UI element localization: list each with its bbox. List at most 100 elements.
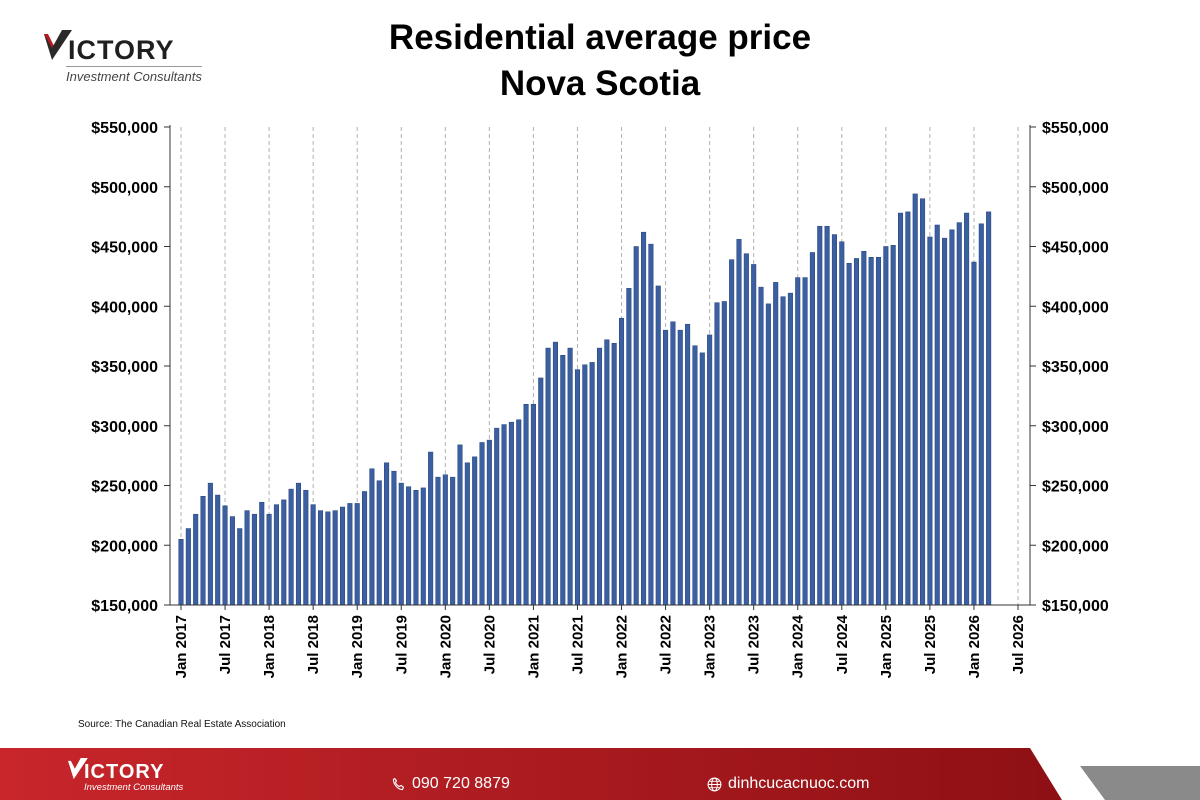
bar bbox=[523, 403, 529, 606]
contact-website[interactable]: dinhcucacnuoc.com bbox=[706, 775, 869, 793]
bar bbox=[648, 243, 654, 606]
bar bbox=[310, 504, 316, 606]
bar bbox=[736, 239, 742, 606]
brand-logo: ICTORY Investment Consultants bbox=[30, 30, 202, 84]
bar bbox=[501, 424, 507, 606]
y-axis-left: $150,000 $200,000 $250,000 $300,000 $350,000… bbox=[91, 120, 170, 615]
bar bbox=[259, 501, 265, 606]
bar bbox=[743, 253, 749, 606]
footer-logo: ICTORY Investment Consultants bbox=[58, 758, 183, 793]
x-tick-label: Jan 2023 bbox=[702, 615, 719, 678]
bar bbox=[266, 513, 272, 606]
y-tick-label: $250,000 bbox=[91, 479, 158, 496]
x-tick-label: Jan 2026 bbox=[966, 615, 983, 678]
bar bbox=[670, 321, 676, 606]
bar bbox=[384, 462, 390, 606]
x-tick-label: Jul 2019 bbox=[393, 615, 410, 674]
bar bbox=[457, 444, 463, 606]
y-tick-label: $200,000 bbox=[91, 538, 158, 555]
bar bbox=[714, 302, 720, 606]
bar bbox=[369, 468, 375, 606]
x-tick-label: Jan 2025 bbox=[878, 615, 895, 678]
bar bbox=[773, 282, 779, 606]
bar bbox=[809, 252, 815, 606]
footer-logo-v-mark-icon bbox=[58, 758, 88, 780]
bar bbox=[942, 237, 948, 606]
x-tick-label: Jan 2018 bbox=[261, 615, 278, 678]
website-url: dinhcucacnuoc.com bbox=[728, 775, 870, 792]
bar bbox=[677, 329, 683, 606]
bar bbox=[795, 277, 801, 606]
bar bbox=[956, 222, 962, 606]
bar bbox=[663, 329, 669, 606]
bar bbox=[905, 211, 911, 606]
bar bbox=[251, 513, 257, 606]
x-tick-label: Jan 2021 bbox=[525, 615, 542, 678]
bar bbox=[839, 241, 845, 606]
x-tick-label: Jul 2024 bbox=[834, 614, 851, 674]
x-tick-label: Jul 2020 bbox=[481, 615, 498, 674]
bar bbox=[185, 528, 191, 606]
bar bbox=[831, 234, 837, 606]
bar bbox=[567, 347, 573, 606]
bar bbox=[853, 258, 860, 606]
bar bbox=[479, 442, 485, 606]
bar bbox=[472, 456, 478, 606]
bar bbox=[633, 246, 639, 606]
chart-title-line1: Residential average price bbox=[388, 18, 812, 57]
phone-icon bbox=[392, 777, 405, 790]
y-tick-label: $250,000 bbox=[1042, 479, 1109, 496]
bar bbox=[721, 301, 727, 606]
bar bbox=[861, 251, 867, 606]
bar bbox=[281, 499, 287, 606]
bar bbox=[332, 510, 338, 606]
contact-phone[interactable]: 090 720 8879 bbox=[390, 775, 510, 793]
bar bbox=[875, 257, 882, 606]
x-tick-label: Jul 2022 bbox=[658, 615, 675, 674]
bar-chart: $150,000 $200,000 $250,000 $300,000 $350,000… bbox=[91, 120, 1109, 678]
bar bbox=[406, 486, 412, 606]
bar bbox=[420, 487, 426, 606]
bar bbox=[494, 427, 500, 606]
bar bbox=[729, 259, 735, 606]
x-tick-label: Jul 2026 bbox=[1010, 615, 1027, 674]
x-tick-label: Jul 2018 bbox=[305, 615, 322, 674]
bar bbox=[362, 491, 368, 606]
bar bbox=[391, 470, 397, 606]
bar bbox=[949, 229, 955, 606]
x-tick-label: Jul 2021 bbox=[569, 615, 586, 674]
bar bbox=[193, 513, 199, 606]
bar bbox=[596, 347, 603, 606]
y-tick-label: $150,000 bbox=[91, 598, 158, 615]
bar bbox=[619, 317, 625, 606]
brand-name: ICTORY bbox=[68, 35, 175, 65]
y-tick-label: $500,000 bbox=[91, 180, 158, 197]
bar bbox=[802, 277, 808, 606]
bar bbox=[398, 482, 404, 606]
footer-bar: ICTORY Investment Consultants 090 720 88… bbox=[0, 748, 1200, 800]
y-tick-label: $350,000 bbox=[91, 359, 158, 376]
bar bbox=[442, 474, 448, 606]
x-tick-label: Jan 2020 bbox=[437, 615, 454, 678]
x-tick-label: Jul 2025 bbox=[922, 615, 939, 674]
bar bbox=[655, 285, 661, 606]
x-tick-label: Jan 2017 bbox=[173, 615, 190, 678]
bar bbox=[641, 231, 647, 606]
bar bbox=[354, 503, 360, 606]
bar bbox=[317, 510, 324, 606]
bar bbox=[971, 261, 977, 606]
y-tick-label: $150,000 bbox=[1042, 598, 1109, 615]
bar bbox=[883, 246, 889, 606]
bar bbox=[890, 245, 896, 606]
bar bbox=[604, 339, 610, 606]
bar bbox=[846, 262, 852, 606]
bar bbox=[611, 343, 617, 606]
bar bbox=[692, 345, 698, 606]
bar bbox=[288, 488, 294, 606]
bar bbox=[574, 369, 581, 606]
bar bbox=[325, 511, 331, 606]
bar bbox=[273, 504, 279, 606]
bar bbox=[222, 505, 228, 606]
bar bbox=[295, 482, 302, 606]
bar bbox=[178, 539, 184, 606]
